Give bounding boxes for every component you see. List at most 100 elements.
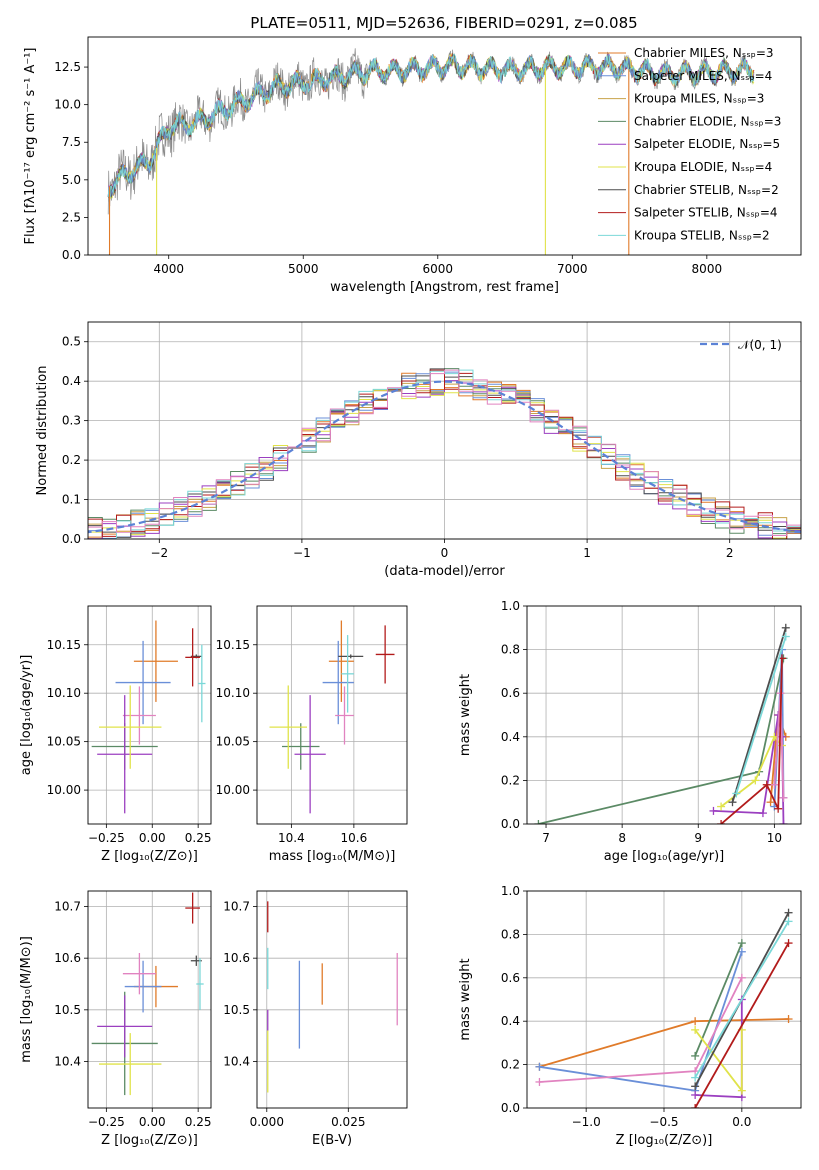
mass-vs-Z-frame [87, 890, 212, 1109]
mass-vs-EBV-plot [267, 901, 398, 1093]
y-tick-label: 10.05 [216, 735, 250, 749]
y-tick-label: 10.4 [223, 1055, 250, 1069]
y-tick-label: 10.10 [47, 686, 81, 700]
x-tick-label: 8000 [692, 262, 723, 276]
y-tick-label: 0.3 [62, 414, 81, 428]
x-tick-label: 0.025 [331, 1115, 365, 1129]
y-tick-label: 10.7 [54, 900, 81, 914]
y-tick-label: 0.4 [501, 1014, 520, 1028]
weight-line [694, 920, 790, 1079]
x-tick-label: 4000 [153, 262, 184, 276]
y-tick-label: 1.0 [501, 884, 520, 898]
y-tick-label: 0.5 [62, 335, 81, 349]
legend-label: Salpeter STELIB, Nₛₛₚ=4 [634, 206, 778, 220]
y-tick-label: 0.8 [501, 927, 520, 941]
y-tick-label: 10.05 [47, 735, 81, 749]
normal-curve [88, 380, 801, 534]
x-tick-label: 10 [767, 831, 782, 845]
mass-vs-Z-axes [88, 891, 211, 1108]
weight-line [731, 627, 787, 803]
x-tick-label: −1 [293, 546, 311, 560]
age-vs-mass-xlabel: mass [log₁₀(M/M⊙)] [269, 849, 396, 864]
weight-vs-Z-plot [535, 908, 793, 1108]
legend-label: 𝒩(0, 1) [738, 338, 782, 352]
age-vs-Z-ylabel: age [log₁₀(age/yr)] [19, 655, 34, 776]
y-tick-label: 10.4 [54, 1055, 81, 1069]
y-tick-label: 0.1 [62, 493, 81, 507]
x-tick-label: −0.25 [88, 1115, 125, 1129]
y-tick-label: 5.0 [62, 173, 81, 187]
legend-label: Kroupa MILES, Nₛₛₚ=3 [634, 92, 764, 106]
x-tick-label: −0.25 [88, 831, 125, 845]
x-tick-label: 7000 [557, 262, 588, 276]
y-tick-label: 0.0 [62, 532, 81, 546]
x-tick-label: 0.000 [250, 1115, 284, 1129]
y-tick-label: 10.15 [47, 638, 81, 652]
y-tick-label: 10.6 [223, 951, 250, 965]
weight-line [720, 658, 783, 824]
spectrum-plot [107, 48, 755, 255]
weight-vs-age-xlabel: age [log₁₀(age/yr)] [604, 849, 725, 864]
y-tick-label: 0.0 [501, 817, 520, 831]
spectrum-frame [87, 36, 802, 256]
y-tick-label: 10.7 [223, 900, 250, 914]
x-tick-label: 8 [618, 831, 626, 845]
weight-vs-age-frame [526, 605, 802, 825]
weight-line [694, 942, 790, 1108]
y-tick-label: 2.5 [62, 210, 81, 224]
x-tick-label: 10.6 [341, 831, 368, 845]
y-tick-label: 10.6 [54, 951, 81, 965]
x-tick-label: 1 [583, 546, 591, 560]
y-tick-label: 0.0 [62, 248, 81, 262]
x-tick-label: −1.0 [572, 1115, 601, 1129]
legend-label: Kroupa STELIB, Nₛₛₚ=2 [634, 228, 770, 242]
mass-vs-Z-ylabel: mass [log₁₀(M/M⊙)] [19, 936, 34, 1063]
legend-label: Salpeter MILES, Nₛₛₚ=4 [634, 69, 772, 83]
y-tick-label: 0.0 [501, 1101, 520, 1115]
y-tick-label: 0.8 [501, 643, 520, 657]
mass-vs-Z-xlabel: Z [log₁₀(Z/Z⊙)] [101, 1133, 198, 1148]
age-vs-mass-axes [257, 606, 407, 824]
y-tick-label: 10.0 [54, 98, 81, 112]
y-tick-label: 10.10 [216, 686, 250, 700]
y-tick-label: 10.00 [47, 783, 81, 797]
y-tick-label: 12.5 [54, 60, 81, 74]
weight-vs-age-plot [534, 623, 790, 824]
y-tick-label: 0.2 [501, 773, 520, 787]
model-line-8 [107, 53, 755, 199]
legend-label: Chabrier MILES, Nₛₛₚ=3 [634, 46, 774, 60]
residuals-plot [88, 368, 801, 539]
x-tick-label: 0.25 [185, 1115, 212, 1129]
y-tick-label: 0.6 [501, 971, 520, 985]
spectrum-ylabel: Flux [fλ10⁻¹⁷ erg cm⁻² s⁻¹ A⁻¹] [23, 48, 38, 245]
y-tick-label: 0.2 [62, 453, 81, 467]
model-line-1 [107, 53, 755, 198]
residuals-xlabel: (data-model)/error [384, 564, 505, 579]
legend-label: Chabrier STELIB, Nₛₛₚ=2 [634, 183, 779, 197]
x-tick-label: 0.0 [732, 1115, 751, 1129]
age-vs-mass-plot [269, 620, 395, 814]
y-tick-label: 0.2 [501, 1058, 520, 1072]
residuals-ylabel: Normed distribution [35, 366, 50, 496]
y-tick-label: 10.15 [216, 638, 250, 652]
y-tick-label: 0.4 [62, 374, 81, 388]
x-tick-label: 0.00 [139, 1115, 166, 1129]
x-tick-label: 9 [694, 831, 702, 845]
x-tick-label: 2 [726, 546, 734, 560]
x-tick-label: −0.5 [649, 1115, 678, 1129]
x-tick-label: 7 [542, 831, 550, 845]
x-tick-label: 0 [441, 546, 449, 560]
weight-line [539, 977, 743, 1083]
weight-vs-age-ylabel: mass weight [458, 674, 473, 756]
weight-vs-Z-axes [527, 890, 801, 1109]
y-tick-label: 10.5 [54, 1003, 81, 1017]
legend-label: Kroupa ELODIE, Nₛₛₚ=4 [634, 160, 772, 174]
spectrum-xlabel: wavelength [Angstrom, rest frame] [330, 280, 559, 295]
figure-title: PLATE=0511, MJD=52636, FIBERID=0291, z=0… [250, 14, 637, 32]
x-tick-label: 0.25 [185, 831, 212, 845]
y-tick-label: 1.0 [501, 599, 520, 613]
mass-vs-EBV-xlabel: E(B-V) [312, 1133, 352, 1148]
x-tick-label: 5000 [288, 262, 319, 276]
weight-line [538, 658, 785, 824]
